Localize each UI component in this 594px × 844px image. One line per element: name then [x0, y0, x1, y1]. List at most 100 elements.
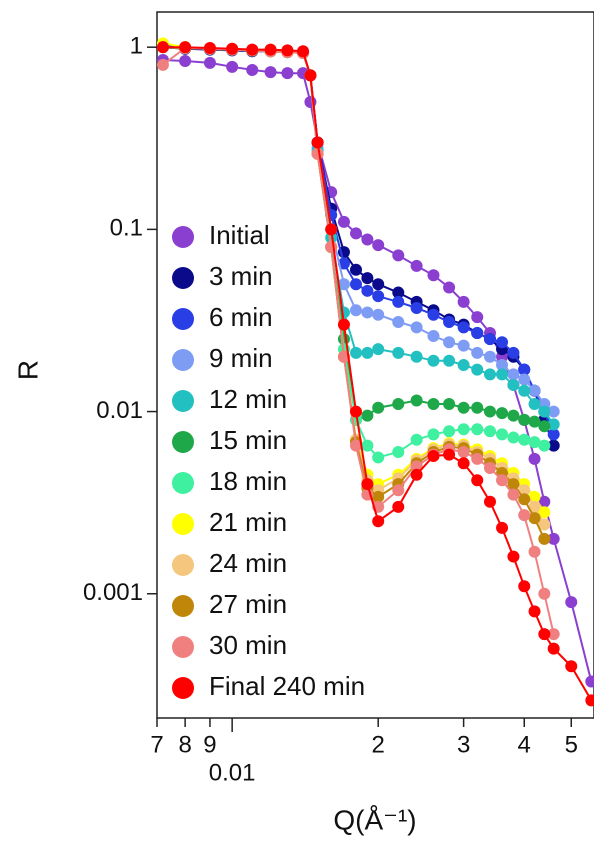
data-point — [337, 215, 350, 228]
data-point — [483, 405, 496, 418]
x-tick-label: 2 — [372, 731, 385, 758]
data-point — [538, 518, 551, 531]
legend-marker — [172, 595, 194, 617]
legend-marker — [172, 431, 194, 453]
data-point — [281, 44, 294, 57]
data-point — [246, 43, 259, 56]
data-point — [427, 308, 440, 321]
data-point — [392, 316, 405, 329]
data-point — [471, 346, 484, 359]
data-point — [538, 628, 551, 641]
data-point — [457, 445, 470, 458]
data-point — [203, 41, 216, 54]
legend-label: 3 min — [209, 261, 273, 291]
data-point — [361, 284, 374, 297]
data-point — [457, 359, 470, 372]
y-axis-title: R — [12, 360, 43, 380]
legend-label: 24 min — [209, 548, 287, 578]
data-point — [392, 484, 405, 497]
data-point — [337, 318, 350, 331]
legend-marker — [172, 226, 194, 248]
data-point — [361, 409, 374, 422]
data-point — [372, 490, 385, 503]
data-point — [410, 259, 423, 272]
data-point — [427, 269, 440, 282]
data-point — [471, 474, 484, 487]
data-point — [483, 350, 496, 363]
data-point — [372, 515, 385, 528]
data-point — [518, 373, 531, 386]
data-point — [392, 500, 405, 513]
data-point — [179, 41, 192, 54]
data-point — [361, 272, 374, 285]
data-point — [471, 423, 484, 436]
legend-backdrop — [169, 464, 429, 502]
plot-frame — [156, 11, 594, 719]
data-point — [483, 333, 496, 346]
data-point — [427, 428, 440, 441]
data-point — [457, 339, 470, 352]
data-point — [410, 321, 423, 334]
data-point — [565, 596, 578, 609]
legend-backdrop — [169, 628, 429, 666]
legend-backdrop — [169, 587, 429, 625]
data-point — [507, 431, 520, 444]
data-point — [507, 550, 520, 563]
x-tick-label: 7 — [150, 731, 163, 758]
data-point — [518, 413, 531, 426]
data-point — [392, 249, 405, 262]
data-point — [471, 401, 484, 414]
data-point — [457, 423, 470, 436]
data-point — [443, 354, 456, 367]
data-point — [264, 43, 277, 56]
legend-backdrop — [169, 218, 429, 256]
legend-marker — [172, 349, 194, 371]
data-point — [349, 304, 362, 317]
data-point — [507, 368, 520, 381]
data-point — [471, 363, 484, 376]
data-point — [496, 474, 509, 487]
data-point — [443, 281, 456, 294]
data-layer — [157, 37, 594, 707]
legend-marker — [172, 513, 194, 535]
y-tick-label: 0.1 — [110, 215, 143, 242]
data-point — [457, 321, 470, 334]
data-point — [410, 468, 423, 481]
data-point — [410, 433, 423, 446]
legend-marker — [172, 554, 194, 576]
data-point — [349, 439, 362, 452]
data-point — [427, 398, 440, 411]
data-point — [585, 694, 594, 707]
legend-marker — [172, 472, 194, 494]
data-point — [547, 428, 560, 441]
data-point — [471, 326, 484, 339]
data-point — [457, 457, 470, 470]
data-point — [392, 286, 405, 299]
data-point — [528, 436, 541, 449]
legend-backdrop — [169, 546, 429, 584]
legend-backdrop — [169, 382, 429, 420]
data-point — [392, 398, 405, 411]
data-point — [372, 278, 385, 291]
data-point — [507, 488, 520, 501]
data-point — [538, 587, 551, 600]
legend-backdrop — [169, 423, 429, 461]
data-point — [392, 346, 405, 359]
data-point — [325, 223, 338, 236]
data-point — [538, 439, 551, 452]
data-point — [372, 451, 385, 464]
data-point — [547, 439, 560, 452]
legend-label: 18 min — [209, 466, 287, 496]
data-point — [547, 418, 560, 431]
legend-label: 21 min — [209, 507, 287, 537]
data-point — [337, 257, 350, 270]
data-point — [528, 605, 541, 618]
legend-label: 27 min — [209, 589, 287, 619]
data-point — [157, 58, 169, 71]
data-point — [585, 675, 594, 688]
data-point — [528, 545, 541, 558]
data-point — [372, 239, 385, 252]
data-point — [361, 233, 374, 246]
data-point — [361, 306, 374, 319]
